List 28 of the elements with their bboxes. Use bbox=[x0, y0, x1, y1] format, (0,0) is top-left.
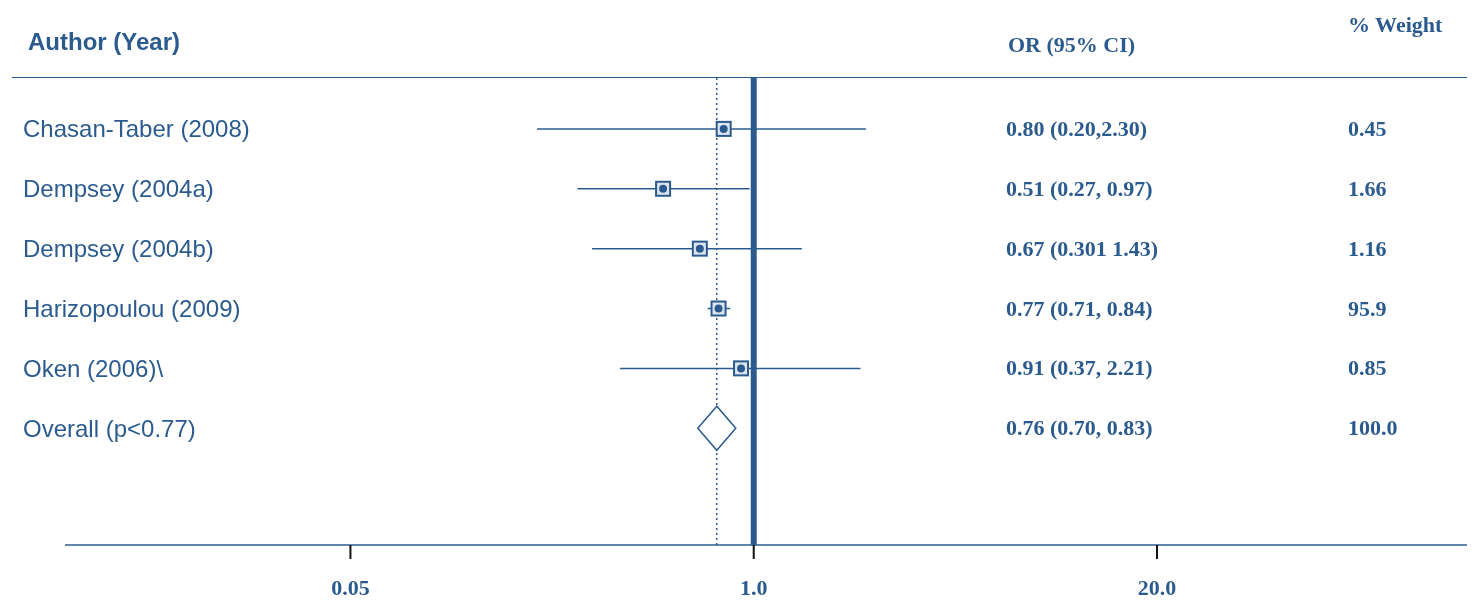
y-tick-label: Oken (2006)\ bbox=[23, 354, 164, 382]
annotation: 0.85 bbox=[1348, 355, 1387, 382]
annotation: 0.77 (0.71, 0.84) bbox=[1006, 295, 1153, 322]
annotation: 0.91 (0.37, 2.21) bbox=[1006, 355, 1153, 382]
point bbox=[691, 240, 708, 257]
point bbox=[710, 300, 727, 317]
y-tick-label: Harizopoulou (2009) bbox=[23, 294, 241, 322]
annotation: 95.9 bbox=[1348, 295, 1387, 322]
y-tick-label: Chasan-Taber (2008) bbox=[23, 115, 250, 143]
x-tick-label: 20.0 bbox=[1137, 575, 1177, 600]
y-tick-label: Dempsey (2004a) bbox=[23, 175, 214, 203]
x-tick-label: 1.0 bbox=[739, 575, 768, 600]
annotation: 0.45 bbox=[1348, 115, 1387, 142]
y-tick-label: Dempsey (2004b) bbox=[23, 235, 214, 263]
text: OR (95% CI) bbox=[1008, 32, 1136, 58]
annotation: 0.67 (0.301 1.43) bbox=[1006, 235, 1159, 262]
text: % Weight bbox=[1348, 12, 1443, 38]
annotation: 100.0 bbox=[1348, 415, 1398, 442]
x-tick-label: 0.05 bbox=[331, 575, 370, 600]
annotation: 0.51 (0.27, 0.97) bbox=[1006, 175, 1153, 202]
point bbox=[715, 120, 732, 137]
y-tick-label: Overall (p<0.77) bbox=[23, 414, 196, 442]
annotation: 1.16 bbox=[1348, 235, 1387, 262]
annotation: 0.80 (0.20,2.30) bbox=[1006, 115, 1148, 142]
annotation: 0.76 (0.70, 0.83) bbox=[1006, 415, 1153, 442]
point bbox=[697, 405, 737, 451]
annotation: 1.66 bbox=[1348, 175, 1387, 202]
y-axis-title: Author (Year) bbox=[28, 28, 181, 56]
